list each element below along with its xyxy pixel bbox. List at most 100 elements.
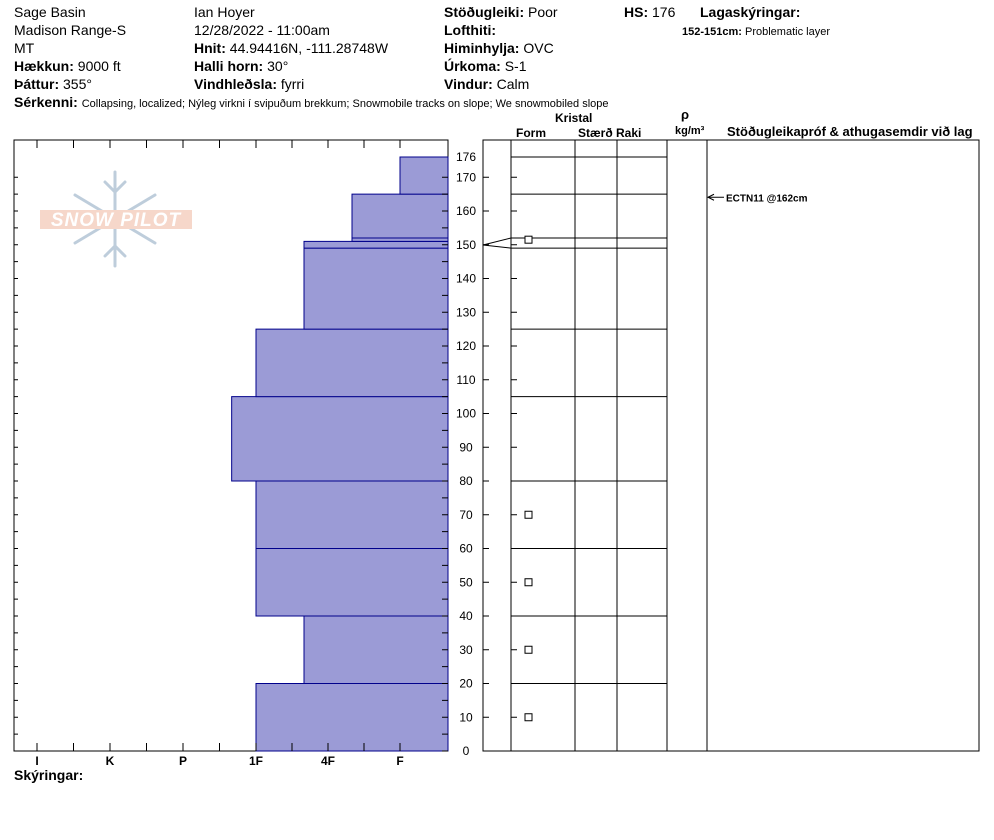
sky-value: OVC [523,40,554,56]
layer-note-range: 152-151cm: [682,26,742,38]
crystal-form-marker [524,713,533,722]
range-name: Madison Range-S [14,22,127,38]
hardness-bar [351,193,449,239]
bottom-hardness-ticks: I K P 1F 4F F [35,743,404,768]
wind-value: Calm [496,76,530,92]
coords-label: Hnit: [194,40,226,56]
coords-value: 44.94416N, -111.28748W [229,40,389,56]
hardness-bar [303,247,449,330]
depth-tick-label: 90 [459,440,473,454]
slope-angle: Halli horn: 30° [194,58,288,74]
depth-axis: 0 10 20 30 40 50 60 70 80 90 100 110 120 130 140 150 160… [14,150,476,758]
hardness-bar [255,548,449,617]
layer-connector [482,244,512,249]
hardness-tick-label: I [35,754,38,768]
form-header: Form [516,126,546,140]
layer-boundaries [443,156,667,684]
precipitation: Úrkoma: S-1 [444,58,526,74]
footer-notes-label: Skýringar: [14,767,84,783]
hardness-bar [255,683,449,752]
depth-tick-label: 40 [459,609,473,623]
snow-height: HS: 176 [624,4,675,20]
depth-tick-label: 60 [459,542,473,556]
test-arrow-head [706,193,715,201]
depth-tick-label: 30 [459,643,473,657]
observation-datetime: 12/28/2022 - 11:00am [194,22,330,38]
location-name: Sage Basin [14,4,86,20]
density-unit: kg/m³ [675,125,705,137]
wind: Vindur: Calm [444,76,529,92]
depth-tick-label: 20 [459,677,473,691]
hs-label: HS: [624,4,649,20]
aspect-value: 355° [63,76,92,92]
snowpilot-logo: SNOW PILOT [40,170,192,268]
hardness-bar [399,156,449,195]
hardness-bar [303,240,449,249]
features-value: Collapsing, localized; Nýleg virkni í sv… [81,98,609,110]
depth-tick-label: 0 [463,744,470,758]
layer-note: 152-151cm: Problematic layer [682,24,830,40]
hardness-bar [351,237,449,242]
hardness-tick-label: 4F [321,754,335,768]
wind-loading-value: fyrri [280,76,305,92]
stability: Stöðugleiki: Poor [444,4,558,20]
observer-name: Ian Hoyer [194,4,255,20]
top-hardness-ticks [36,140,401,148]
hardness-tick-label: P [179,754,187,768]
wind-loading: Vindhleðsla: fyrri [194,76,304,92]
layer-connector [482,237,512,246]
hs-value: 176 [652,4,676,20]
hardness-tick-label: F [396,754,403,768]
slope-label: Halli horn: [194,58,264,74]
air-temp-label: Lofthiti: [444,22,497,38]
aspect-label: Þáttur: [14,76,60,92]
hardness-bar [255,480,449,549]
size-header: Stærð [578,126,613,140]
table-depth-ticks [483,176,517,752]
hardness-bars [231,156,449,752]
crystal-table-frame [482,139,980,752]
layer-notes-label: Lagaskýringar: [700,4,801,20]
crystal-header: Kristal [555,111,593,125]
precip-value: S-1 [504,58,527,74]
hardness-bar [255,328,449,398]
depth-tick-label: 50 [459,575,473,589]
depth-tick-label: 170 [456,170,476,184]
stability-test-annotations: ECTN11 @162cm [706,193,808,204]
depth-tick-label: 160 [456,204,476,218]
aspect: Þáttur: 355° [14,76,92,92]
stability-value: Poor [528,4,558,20]
crystal-form-marker [524,578,533,587]
depth-tick-label: 70 [459,508,473,522]
crystal-form-marker [524,645,533,654]
features: Sérkenni: Collapsing, localized; Nýleg v… [14,94,609,112]
elevation-label: Hækkun: [14,58,74,74]
stability-test-label: ECTN11 @162cm [726,193,808,204]
depth-tick-label: 100 [456,407,476,421]
layer-note-text: Problematic layer [745,26,830,38]
crystal-form-marker [524,510,533,519]
wind-label: Vindur: [444,76,493,92]
depth-tick-label: 140 [456,272,476,286]
sky-label: Himinhylja: [444,40,520,56]
crystal-form-markers [524,235,533,722]
hardness-tick-label: 1F [249,754,263,768]
depth-tick-label: 10 [459,710,473,724]
elevation-value: 9000 ft [77,58,121,74]
precip-label: Úrkoma: [444,58,501,74]
logo-text: SNOW PILOT [51,210,182,231]
density-symbol: ρ [681,107,690,122]
depth-tick-label: 120 [456,339,476,353]
depth-tick-label: 110 [456,373,475,387]
coordinates: Hnit: 44.94416N, -111.28748W [194,40,388,56]
moisture-header: Raki [616,126,642,140]
depth-tick-label: 130 [456,305,476,319]
elevation: Hækkun: 9000 ft [14,58,121,74]
depth-tick-label: 150 [456,238,476,252]
wind-loading-label: Vindhleðsla: [194,76,277,92]
tests-header: Stöðugleikapróf & athugasemdir við lag [727,124,973,139]
hardness-tick-label: K [106,754,115,768]
stability-label: Stöðugleiki: [444,4,525,20]
sky-cover: Himinhylja: OVC [444,40,554,56]
